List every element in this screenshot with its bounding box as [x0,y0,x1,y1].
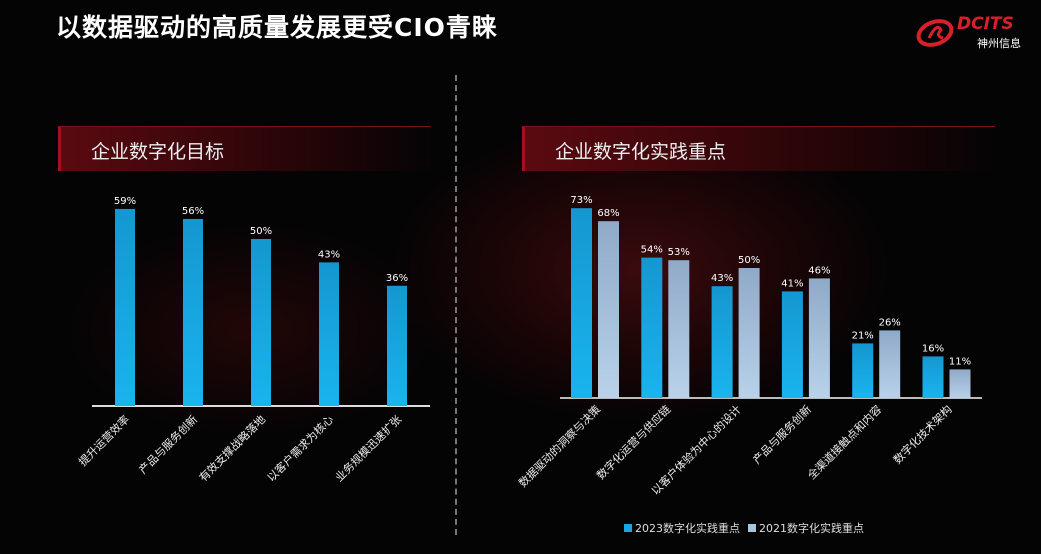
x-tick-label: 数字化技术架构 [890,402,954,466]
x-tick-label: 提升运营效率 [76,412,133,469]
bar-2021 [598,221,619,398]
legend-label-2021: 2021数字化实践重点 [759,522,864,535]
x-tick-label: 以客户需求为核心 [264,412,336,484]
data-label: 54% [641,245,663,256]
data-label: 21% [852,330,874,341]
bar-2021 [879,330,901,398]
left-chart-banner: 企业数字化目标 [58,126,431,171]
data-label: 43% [318,249,340,260]
legend: 2023数字化实践重点 2021数字化实践重点 [624,520,864,536]
bar-2021 [808,278,830,398]
data-label: 50% [738,255,760,266]
legend-label-2023: 2023数字化实践重点 [635,522,740,535]
right-chart-banner: 企业数字化实践重点 [522,126,995,171]
logo-text-en: DCITS [957,14,1014,34]
data-label: 36% [386,273,408,284]
data-label: 73% [570,195,592,206]
data-label: 53% [668,247,690,258]
dcits-logo: DCITS 神州信息 [915,14,1035,54]
data-label: 41% [781,278,803,289]
right-chart-title: 企业数字化实践重点 [555,141,727,163]
bar [319,262,339,406]
x-tick-label: 数字化运营与供应链 [594,402,674,482]
bar-2023 [852,343,874,398]
bar-2021 [949,369,971,398]
legend-item-2021: 2021数字化实践重点 [748,520,864,536]
x-tick-label: 全渠道接触点和内容 [804,402,884,482]
legend-swatch-2021 [748,524,756,532]
logo-swirl-icon [916,19,954,47]
data-label: 46% [808,265,830,276]
x-tick-label: 产品与服务创新 [750,402,814,466]
bar-2023 [781,291,803,398]
x-tick-label: 业务规模迅速扩张 [332,412,404,484]
data-label: 68% [597,208,619,219]
data-label: 50% [250,226,272,237]
logo-text-cn: 神州信息 [977,37,1021,50]
bar [115,208,135,406]
bar-2023 [571,208,592,398]
x-tick-label: 产品与服务创新 [136,412,200,476]
data-label: 56% [182,206,204,217]
legend-swatch-2023 [624,524,632,532]
bar-2023 [711,286,733,398]
left-chart-title: 企业数字化目标 [91,141,225,163]
data-label: 59% [114,196,136,207]
data-label: 11% [949,356,971,367]
bar-2023 [922,356,944,398]
data-label: 43% [711,273,733,284]
legend-item-2023: 2023数字化实践重点 [624,520,740,536]
data-label: 26% [879,317,901,328]
bar-2023 [641,257,663,398]
x-tick-label: 有效支撑战略落地 [196,412,268,484]
bar [183,218,203,406]
divider [455,75,457,535]
bar-2021 [738,268,760,398]
data-label: 16% [922,343,944,354]
page-title: 以数据驱动的高质量发展更受CIO青睐 [56,13,498,42]
bar [251,239,271,406]
bar [387,285,407,406]
x-tick-label: 数据驱动的洞察与决策 [515,402,603,490]
bar-2021 [668,260,690,398]
